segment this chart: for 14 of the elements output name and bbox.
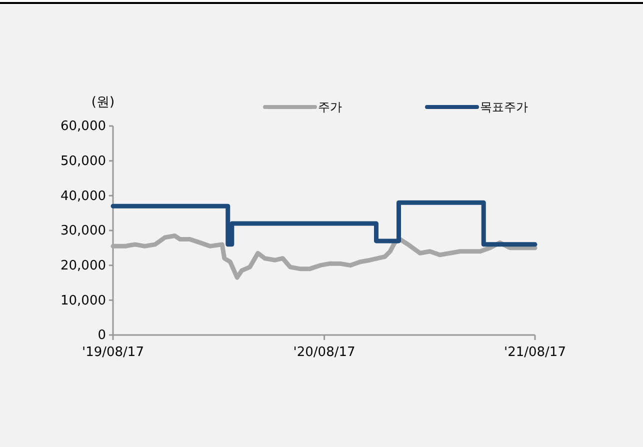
line-series bbox=[110, 233, 538, 280]
y-axis-title: (원) bbox=[91, 95, 115, 110]
y-tick-label: 10,000 bbox=[60, 293, 106, 308]
y-tick-label: 30,000 bbox=[60, 224, 106, 239]
x-tick-label: '19/08/17 bbox=[82, 345, 144, 360]
x-tick-label: '20/08/17 bbox=[293, 345, 356, 360]
x-tick-label: '21/08/17 bbox=[504, 345, 566, 360]
y-tick-label: 50,000 bbox=[60, 154, 106, 169]
legend-label: 주가 bbox=[318, 100, 342, 114]
y-tick-label: 40,000 bbox=[60, 188, 106, 204]
legend-label: 목표주가 bbox=[480, 100, 528, 114]
y-tick-label: 60,000 bbox=[60, 119, 106, 134]
y-tick-label: 20,000 bbox=[60, 258, 106, 274]
y-tick-label: 0 bbox=[98, 328, 106, 344]
